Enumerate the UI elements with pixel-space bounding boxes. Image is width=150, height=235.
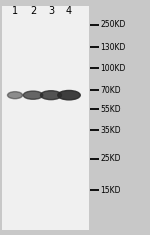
Text: 100KD: 100KD: [100, 64, 126, 73]
Text: 130KD: 130KD: [100, 43, 126, 51]
Text: 1: 1: [12, 6, 18, 16]
Ellipse shape: [23, 91, 43, 99]
Ellipse shape: [40, 91, 61, 100]
Text: 15KD: 15KD: [100, 186, 121, 195]
Text: 3: 3: [48, 6, 54, 16]
Text: 4: 4: [66, 6, 72, 16]
Bar: [2, 6, 89, 230]
Text: 70KD: 70KD: [100, 86, 121, 95]
Text: 250KD: 250KD: [100, 20, 126, 29]
Ellipse shape: [58, 90, 80, 100]
Text: 55KD: 55KD: [100, 105, 121, 114]
Ellipse shape: [8, 92, 22, 99]
Text: 35KD: 35KD: [100, 126, 121, 135]
Text: 2: 2: [30, 6, 36, 16]
Text: 25KD: 25KD: [100, 154, 121, 163]
